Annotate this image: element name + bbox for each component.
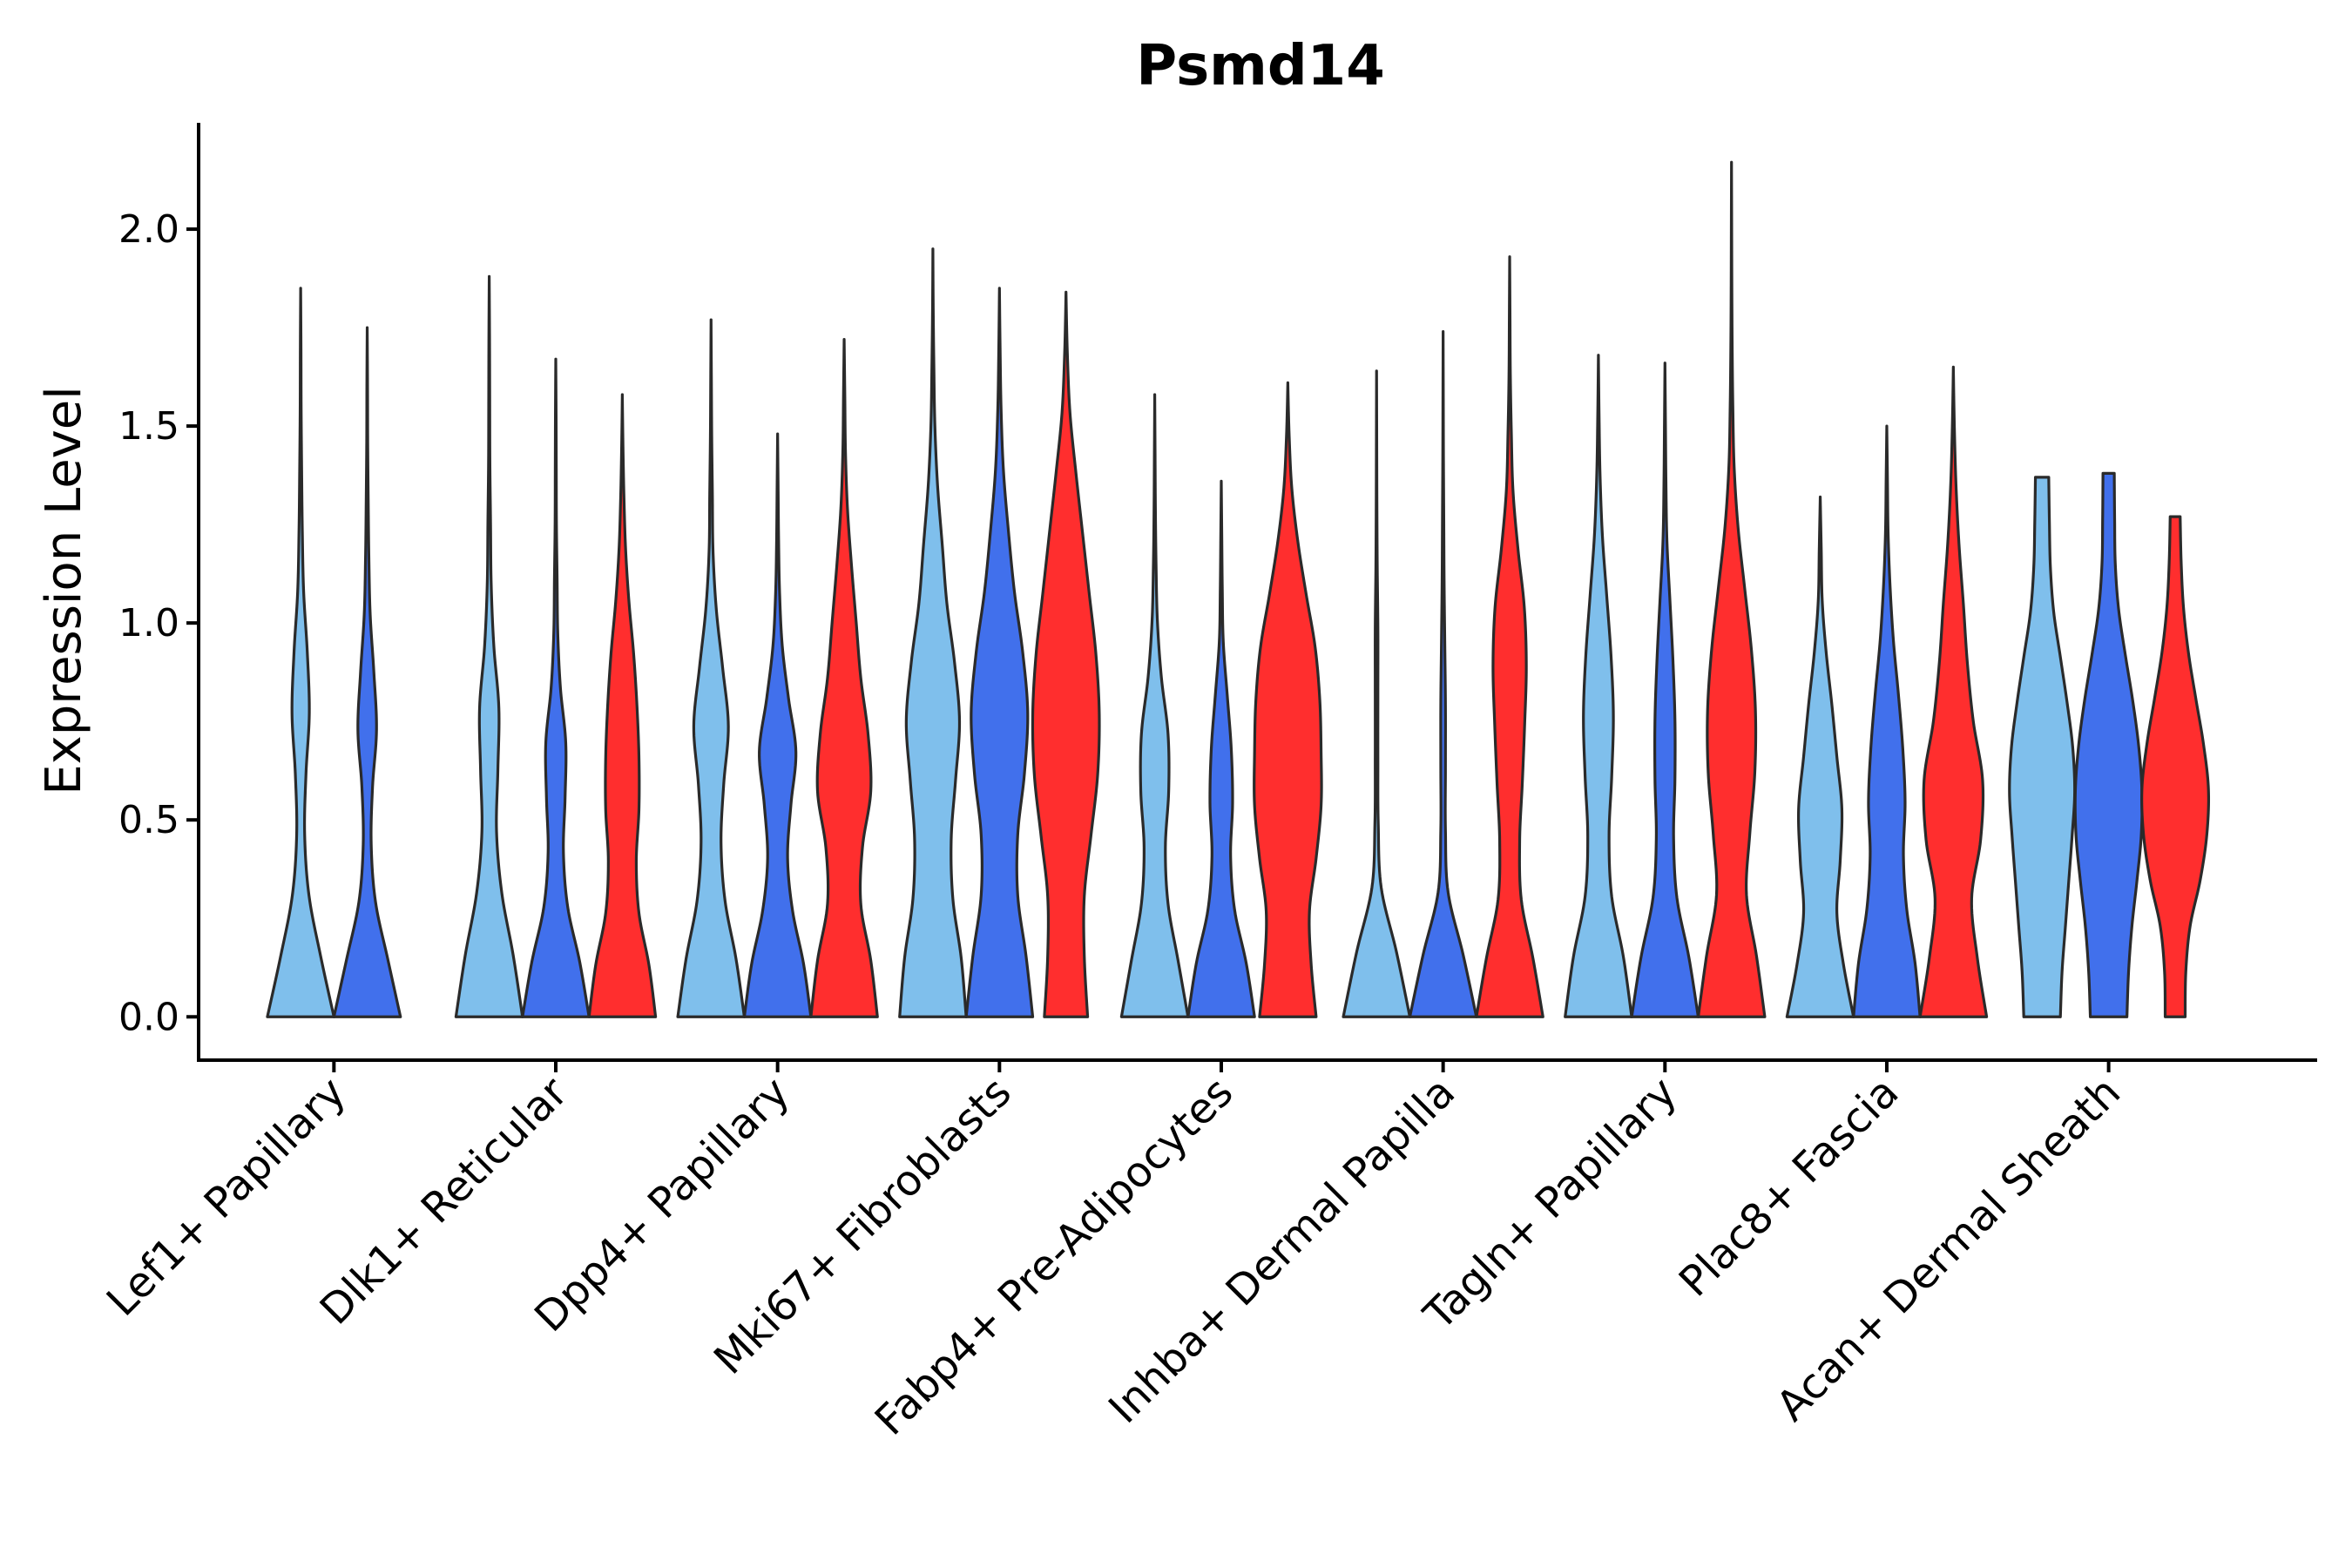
violin-1-2 (587, 393, 658, 1018)
y-tick-label: 0.0 (118, 995, 179, 1039)
violin-7-0 (1785, 495, 1855, 1018)
x-tick-label: Fabp4+ Pre-Adipocytes (866, 1068, 1243, 1445)
violin-5-0 (1342, 369, 1412, 1018)
violin-1-0 (454, 274, 524, 1018)
violin-8-0 (2008, 476, 2077, 1018)
violin-2-2 (809, 338, 879, 1018)
violin-6-0 (1564, 354, 1633, 1018)
violin-4-0 (1119, 393, 1190, 1018)
violin-0-1 (332, 326, 402, 1018)
violin-7-2 (1918, 365, 1989, 1018)
violin-5-1 (1408, 330, 1478, 1018)
violin-0-0 (266, 287, 335, 1018)
violin-6-1 (1630, 362, 1700, 1018)
violin-group (266, 160, 2211, 1018)
axes (197, 123, 2317, 1062)
chart-title: Psmd14 (1136, 34, 1384, 98)
violin-3-2 (1031, 290, 1101, 1018)
y-tick-label: 1.5 (118, 404, 179, 449)
y-ticks: 0.0 0.5 1.0 1.5 2.0 (118, 207, 199, 1039)
violin-5-2 (1475, 255, 1544, 1018)
y-axis-label: Expression Level (36, 386, 92, 795)
violin-8-1 (2073, 471, 2144, 1018)
violin-3-1 (964, 287, 1035, 1018)
violin-7-1 (1852, 424, 1922, 1018)
violin-1-1 (521, 357, 591, 1018)
violin-4-2 (1253, 381, 1323, 1018)
y-tick-label: 0.5 (118, 798, 179, 842)
x-tick-label: Lef1+ Papillary (98, 1068, 355, 1326)
violin-6-2 (1696, 160, 1767, 1018)
violin-8-2 (2140, 515, 2211, 1018)
x-tick-label: Plac8+ Fascia (1670, 1068, 1909, 1307)
y-tick-label: 1.0 (118, 601, 179, 645)
violin-3-0 (898, 247, 968, 1018)
violin-2-1 (742, 432, 813, 1018)
violin-4-1 (1186, 479, 1256, 1018)
y-tick-label: 2.0 (118, 207, 179, 252)
violin-2-0 (676, 318, 747, 1018)
